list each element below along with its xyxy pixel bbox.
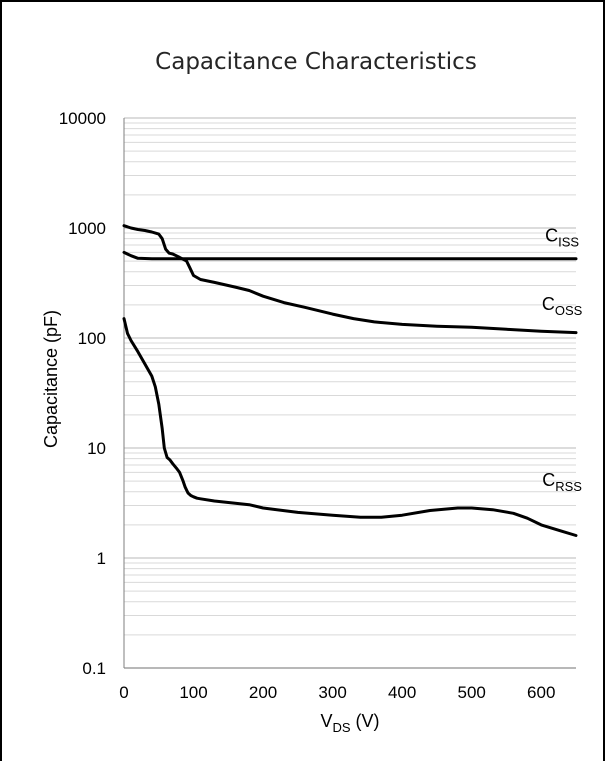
x-tick-label: 500 <box>458 683 486 702</box>
y-tick-label: 10000 <box>59 109 106 128</box>
series-label-crss: CRSS <box>542 470 582 494</box>
x-tick-label: 300 <box>318 683 346 702</box>
x-tick-label: 100 <box>179 683 207 702</box>
y-axis-label: Capacitance (pF) <box>41 310 61 448</box>
x-tick-label: 0 <box>119 683 128 702</box>
y-tick-label: 10 <box>87 439 106 458</box>
series-line-coss <box>122 224 578 335</box>
x-tick-label: 400 <box>388 683 416 702</box>
series-label-ciss: CISS <box>545 226 579 250</box>
series-line-ciss <box>122 250 578 261</box>
y-tick-label: 1 <box>97 549 106 568</box>
y-tick-label: 0.1 <box>82 659 106 678</box>
x-tick-label: 600 <box>527 683 555 702</box>
y-tick-label: 100 <box>78 329 106 348</box>
series-line-crss <box>122 317 578 537</box>
y-tick-label: 1000 <box>68 219 106 238</box>
x-axis-label: VDS (V) <box>320 711 379 735</box>
chart-title: Capacitance Characteristics <box>155 49 477 75</box>
series-label-coss: COSS <box>542 294 583 318</box>
grid-lines <box>124 117 576 669</box>
x-tick-label: 200 <box>249 683 277 702</box>
